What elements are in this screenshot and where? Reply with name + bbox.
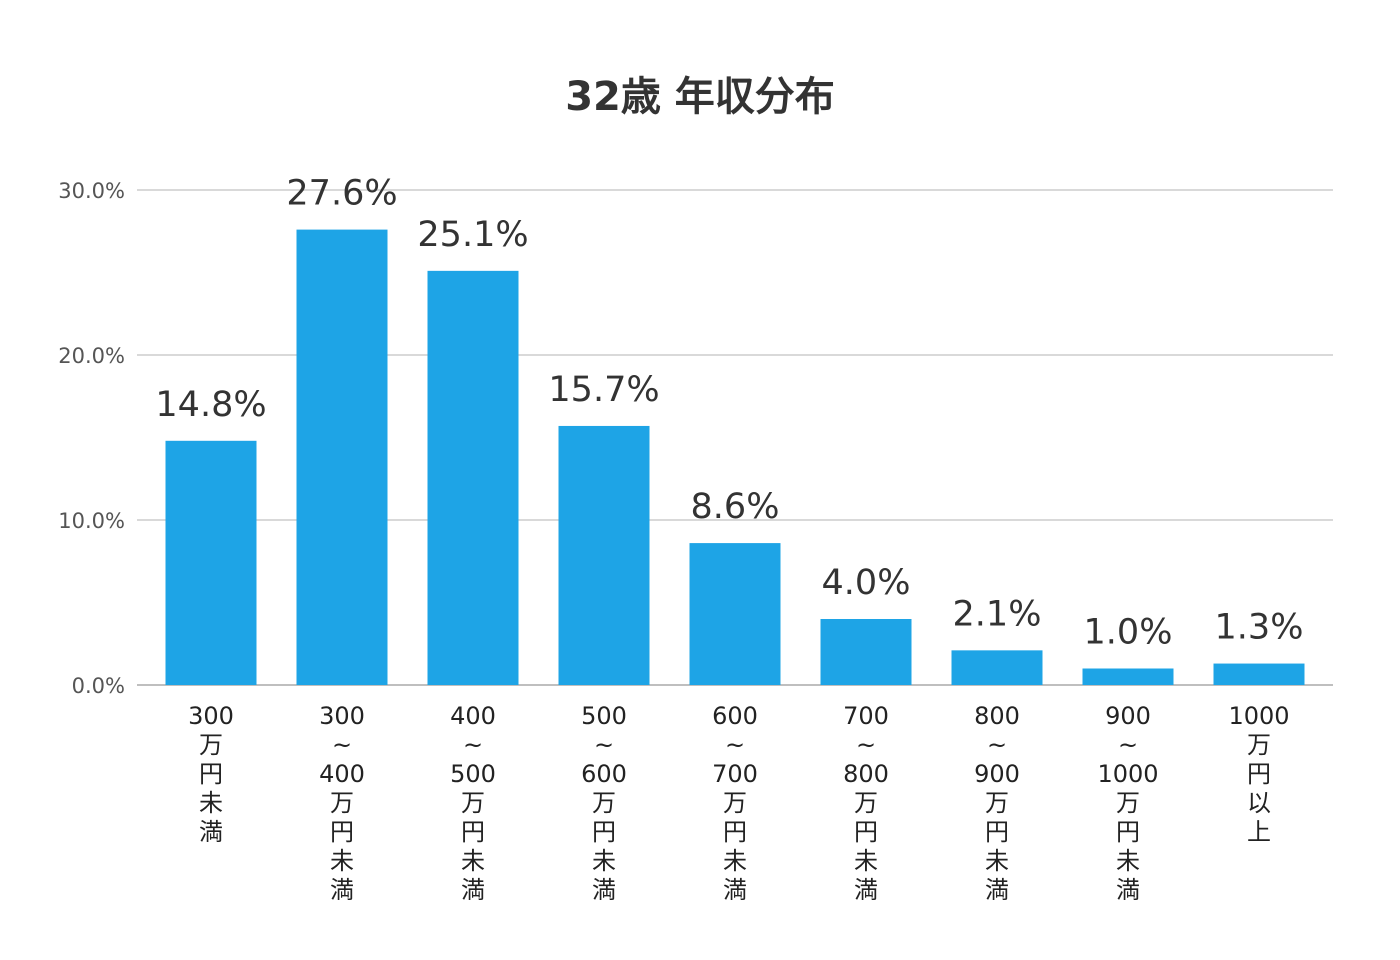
data-label: 4.0% xyxy=(822,563,911,603)
y-tick-label: 10.0% xyxy=(58,509,125,533)
bars xyxy=(165,229,1305,685)
bar xyxy=(558,425,650,685)
data-label: 25.1% xyxy=(417,215,528,255)
category-label: 1000 万円以上 xyxy=(1228,702,1289,846)
data-label: 15.7% xyxy=(548,370,659,410)
bar xyxy=(820,619,912,685)
data-label: 2.1% xyxy=(953,594,1042,634)
bar xyxy=(165,440,257,685)
chart-title: 32歳 年収分布 xyxy=(565,74,835,120)
y-tick-label: 0.0% xyxy=(72,674,125,698)
category-label: 300 万円未満 xyxy=(188,702,234,846)
data-label: 1.0% xyxy=(1084,613,1173,653)
category-label: 400 ~500 万円未満 xyxy=(450,702,496,904)
category-label: 600 ~700 万円未満 xyxy=(712,702,758,904)
bar xyxy=(689,543,781,685)
value-labels: 14.8% 27.6% 25.1% 15.7% 8.6% 4.0% 2.1% 1.0% 1.3% xyxy=(155,174,1303,653)
category-label: 800 ~900 万円未満 xyxy=(974,702,1020,904)
data-label: 14.8% xyxy=(155,385,266,425)
bar xyxy=(1082,668,1174,685)
bar xyxy=(427,270,519,685)
y-tick-label: 20.0% xyxy=(58,344,125,368)
data-label: 8.6% xyxy=(691,487,780,527)
category-label: 300 ~400 万円未満 xyxy=(319,702,365,904)
y-tick-label: 30.0% xyxy=(58,179,125,203)
data-label: 1.3% xyxy=(1215,608,1304,648)
data-label: 27.6% xyxy=(286,174,397,214)
bar xyxy=(951,650,1043,685)
category-label: 700 ~800 万円未満 xyxy=(843,702,889,904)
y-axis-ticks: 0.0% 10.0% 20.0% 30.0% xyxy=(58,179,125,698)
bar xyxy=(296,229,388,685)
x-axis-categories: 300 万円未満 300 ~400 万円未満 400 ~500 万円未満 500 ~600 万円未満… xyxy=(188,702,1289,904)
category-label: 900 ~1000 万円未満 xyxy=(1097,702,1158,904)
category-label: 500 ~600 万円未満 xyxy=(581,702,627,904)
bar xyxy=(1213,663,1305,685)
